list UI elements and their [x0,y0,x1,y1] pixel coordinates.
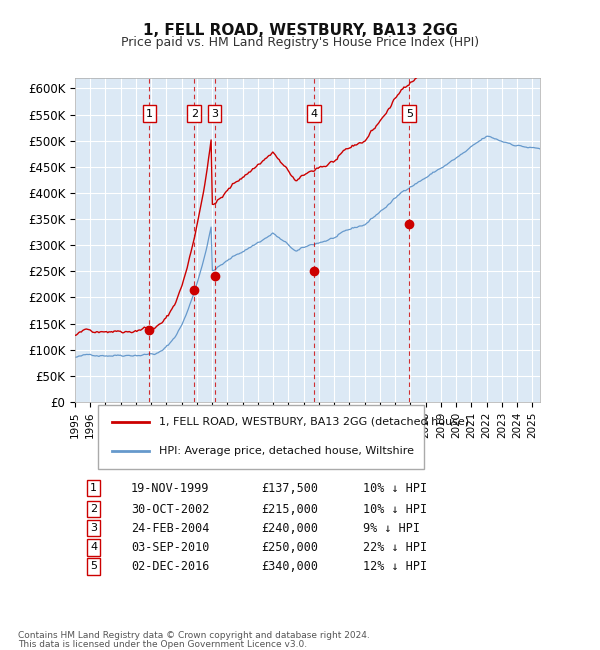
Text: £340,000: £340,000 [261,560,318,573]
Text: 30-OCT-2002: 30-OCT-2002 [131,503,209,516]
Text: 1: 1 [146,109,153,118]
Text: 10% ↓ HPI: 10% ↓ HPI [364,503,427,516]
Text: 12% ↓ HPI: 12% ↓ HPI [364,560,427,573]
Text: £137,500: £137,500 [261,482,318,495]
Text: 10% ↓ HPI: 10% ↓ HPI [364,482,427,495]
Text: 22% ↓ HPI: 22% ↓ HPI [364,541,427,554]
Text: 3: 3 [211,109,218,118]
Text: This data is licensed under the Open Government Licence v3.0.: This data is licensed under the Open Gov… [18,640,307,649]
Text: 2: 2 [191,109,198,118]
Text: 19-NOV-1999: 19-NOV-1999 [131,482,209,495]
FancyBboxPatch shape [98,406,424,469]
Text: £250,000: £250,000 [261,541,318,554]
Text: 24-FEB-2004: 24-FEB-2004 [131,522,209,535]
Text: Contains HM Land Registry data © Crown copyright and database right 2024.: Contains HM Land Registry data © Crown c… [18,631,370,640]
Text: 4: 4 [90,542,97,552]
Text: 1, FELL ROAD, WESTBURY, BA13 2GG (detached house): 1, FELL ROAD, WESTBURY, BA13 2GG (detach… [158,417,469,426]
Text: 2: 2 [90,504,97,514]
Text: £215,000: £215,000 [261,503,318,516]
Text: 1, FELL ROAD, WESTBURY, BA13 2GG: 1, FELL ROAD, WESTBURY, BA13 2GG [143,23,457,38]
Text: 5: 5 [90,562,97,571]
Text: £240,000: £240,000 [261,522,318,535]
Text: 3: 3 [90,523,97,533]
Text: 02-DEC-2016: 02-DEC-2016 [131,560,209,573]
Text: 4: 4 [310,109,317,118]
Text: 1: 1 [90,483,97,493]
Text: Price paid vs. HM Land Registry's House Price Index (HPI): Price paid vs. HM Land Registry's House … [121,36,479,49]
Text: 9% ↓ HPI: 9% ↓ HPI [364,522,420,535]
Text: HPI: Average price, detached house, Wiltshire: HPI: Average price, detached house, Wilt… [158,447,414,456]
Text: 03-SEP-2010: 03-SEP-2010 [131,541,209,554]
Text: 5: 5 [406,109,413,118]
